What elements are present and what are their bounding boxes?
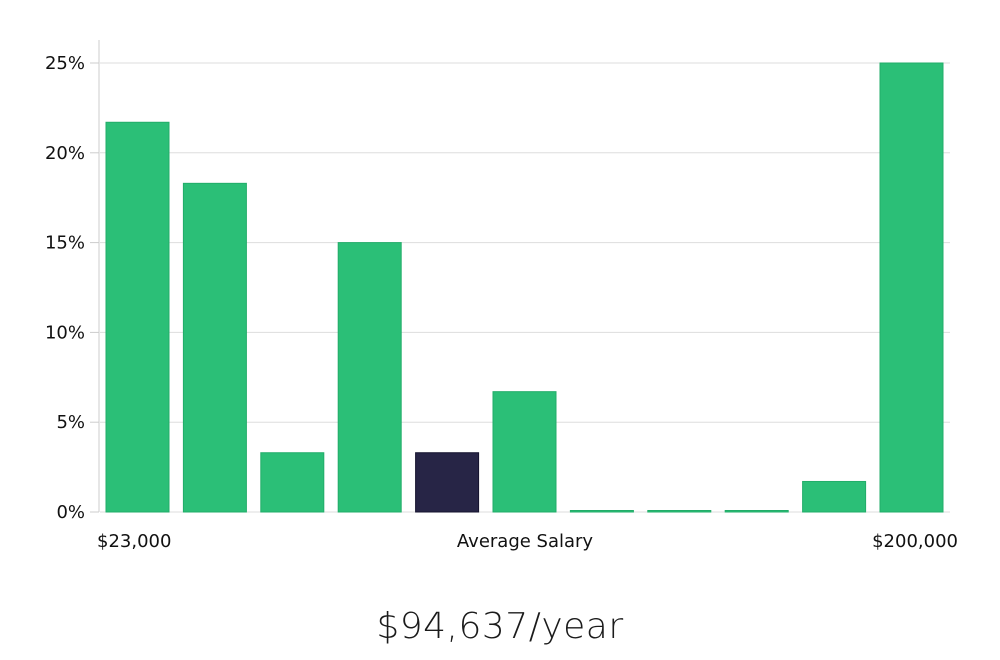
- x-max-label: $200,000: [872, 531, 958, 552]
- y-tick-label: 15%: [45, 233, 85, 254]
- salary-distribution-chart: 0%5%10%15%20%25% $23,000 Average Salary …: [45, 40, 958, 552]
- bar: [260, 452, 325, 513]
- bar: [492, 391, 557, 513]
- y-tick-label: 20%: [45, 143, 85, 164]
- bar: [802, 480, 867, 513]
- bar: [182, 182, 247, 513]
- bar-highlight: [415, 452, 480, 513]
- bar: [569, 510, 634, 513]
- bar: [337, 242, 402, 513]
- x-min-label: $23,000: [97, 531, 171, 552]
- y-tick-label: 0%: [56, 502, 85, 523]
- bar: [647, 510, 712, 513]
- average-salary-value: $94,637/year: [376, 606, 624, 647]
- y-axis-ticks: 0% 5% 10% 15% 20% 25%: [45, 53, 99, 523]
- bars: [105, 62, 944, 513]
- y-tick-label: 5%: [56, 412, 85, 433]
- x-axis-title: Average Salary: [457, 531, 594, 552]
- y-tick-label: 25%: [45, 53, 85, 74]
- bar: [724, 510, 789, 513]
- y-tick-label: 10%: [45, 322, 85, 343]
- bar: [879, 62, 944, 513]
- bar: [105, 121, 170, 513]
